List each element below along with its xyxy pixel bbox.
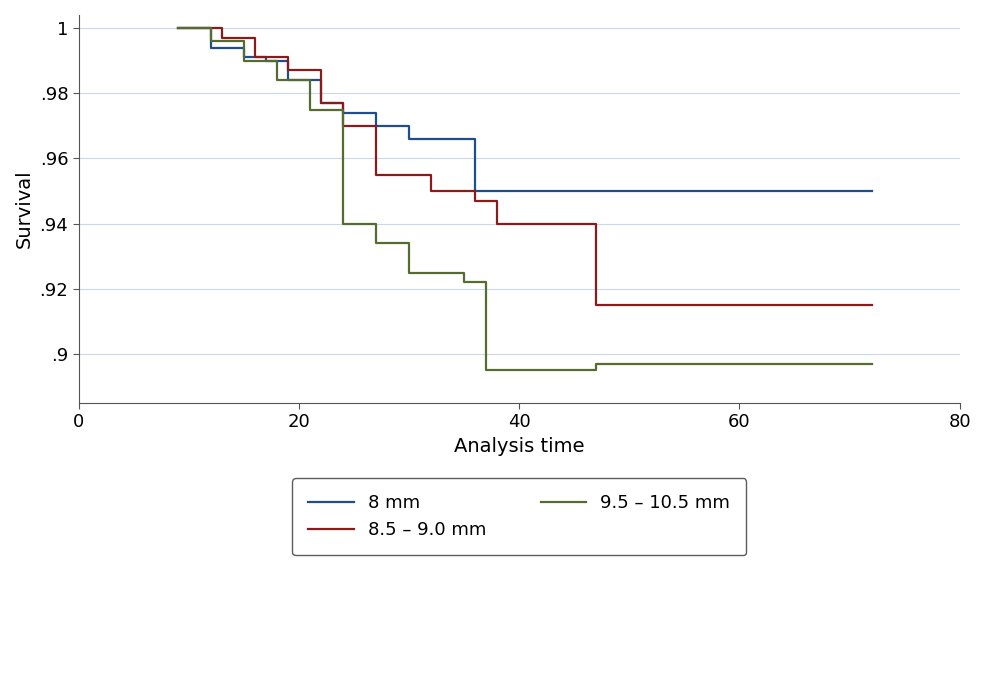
9.5 – 10.5 mm <box>591 360 602 368</box>
Legend: 8 mm, 8.5 – 9.0 mm, 9.5 – 10.5 mm: 8 mm, 8.5 – 9.0 mm, 9.5 – 10.5 mm <box>292 478 746 556</box>
8.5 – 9.0 mm <box>425 171 437 179</box>
9.5 – 10.5 mm <box>337 105 349 113</box>
8.5 – 9.0 mm <box>491 197 503 205</box>
8 mm <box>337 99 349 107</box>
8 mm <box>238 44 249 52</box>
9.5 – 10.5 mm <box>205 37 217 45</box>
9.5 – 10.5 mm <box>172 24 183 33</box>
9.5 – 10.5 mm <box>403 239 415 247</box>
8.5 – 9.0 mm <box>591 219 602 228</box>
8 mm <box>866 187 878 195</box>
8.5 – 9.0 mm <box>866 301 878 309</box>
8.5 – 9.0 mm <box>249 53 261 62</box>
8 mm <box>205 24 217 33</box>
9.5 – 10.5 mm <box>304 76 316 84</box>
8 mm <box>316 99 327 107</box>
8.5 – 9.0 mm <box>172 24 183 33</box>
8 mm <box>337 109 349 117</box>
Line: 8 mm: 8 mm <box>177 28 872 191</box>
9.5 – 10.5 mm <box>480 278 492 286</box>
X-axis label: Analysis time: Analysis time <box>454 437 585 456</box>
8.5 – 9.0 mm <box>216 34 228 42</box>
8 mm <box>205 44 217 52</box>
8 mm <box>403 122 415 130</box>
8.5 – 9.0 mm <box>370 122 382 130</box>
9.5 – 10.5 mm <box>866 360 878 368</box>
9.5 – 10.5 mm <box>271 76 283 84</box>
9.5 – 10.5 mm <box>370 219 382 228</box>
9.5 – 10.5 mm <box>458 278 470 286</box>
8 mm <box>172 24 183 33</box>
9.5 – 10.5 mm <box>458 268 470 277</box>
9.5 – 10.5 mm <box>370 239 382 247</box>
8 mm <box>238 53 249 62</box>
8 mm <box>469 187 481 195</box>
9.5 – 10.5 mm <box>205 24 217 33</box>
9.5 – 10.5 mm <box>866 360 878 368</box>
9.5 – 10.5 mm <box>304 105 316 113</box>
8.5 – 9.0 mm <box>316 99 327 107</box>
8.5 – 9.0 mm <box>370 171 382 179</box>
8 mm <box>260 57 272 65</box>
8.5 – 9.0 mm <box>469 187 481 195</box>
8 mm <box>260 53 272 62</box>
9.5 – 10.5 mm <box>480 366 492 374</box>
8.5 – 9.0 mm <box>337 99 349 107</box>
9.5 – 10.5 mm <box>271 57 283 65</box>
8.5 – 9.0 mm <box>425 187 437 195</box>
9.5 – 10.5 mm <box>238 37 249 45</box>
8.5 – 9.0 mm <box>316 66 327 75</box>
8.5 – 9.0 mm <box>249 34 261 42</box>
8.5 – 9.0 mm <box>337 122 349 130</box>
Line: 9.5 – 10.5 mm: 9.5 – 10.5 mm <box>177 28 872 370</box>
8.5 – 9.0 mm <box>591 301 602 309</box>
8 mm <box>282 57 294 65</box>
8 mm <box>282 76 294 84</box>
8 mm <box>370 122 382 130</box>
8 mm <box>370 109 382 117</box>
9.5 – 10.5 mm <box>337 219 349 228</box>
8.5 – 9.0 mm <box>469 197 481 205</box>
9.5 – 10.5 mm <box>403 268 415 277</box>
8.5 – 9.0 mm <box>282 66 294 75</box>
9.5 – 10.5 mm <box>591 366 602 374</box>
Y-axis label: Survival: Survival <box>15 170 34 248</box>
8 mm <box>866 187 878 195</box>
8 mm <box>469 135 481 143</box>
8 mm <box>403 135 415 143</box>
Line: 8.5 – 9.0 mm: 8.5 – 9.0 mm <box>177 28 872 305</box>
8.5 – 9.0 mm <box>282 53 294 62</box>
8.5 – 9.0 mm <box>866 301 878 309</box>
8 mm <box>316 76 327 84</box>
8.5 – 9.0 mm <box>216 24 228 33</box>
9.5 – 10.5 mm <box>238 57 249 65</box>
8.5 – 9.0 mm <box>491 219 503 228</box>
